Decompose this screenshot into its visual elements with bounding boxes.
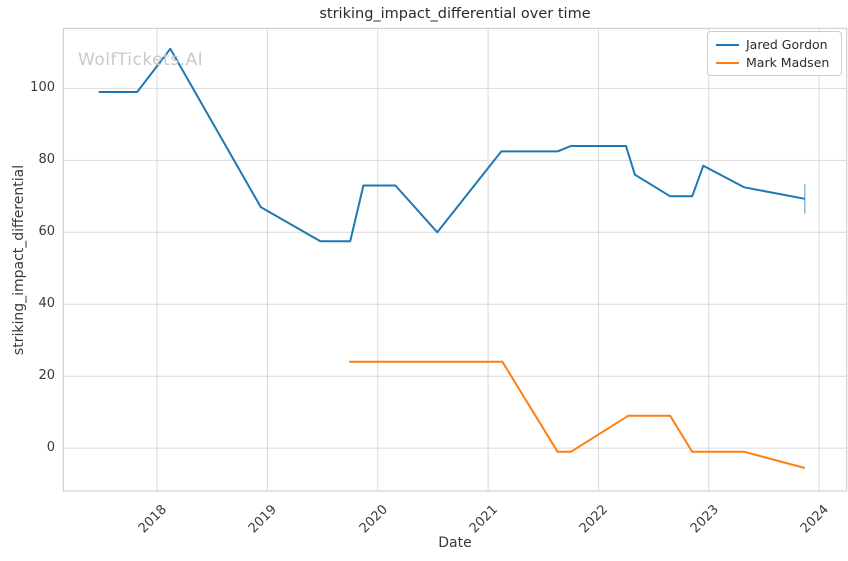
legend-swatch-jared-gordon	[716, 43, 739, 46]
y-tick-label: 40	[38, 296, 55, 312]
y-tick-label: 60	[38, 224, 55, 240]
x-axis-label: Date	[438, 535, 472, 551]
line-jared-gordon	[98, 47, 805, 243]
legend-swatch-mark-madsen	[716, 61, 739, 64]
legend-item-mark-madsen: Mark Madsen	[716, 55, 833, 70]
legend: Jared Gordon Mark Madsen	[707, 31, 842, 76]
line-mark-madsen	[349, 360, 806, 469]
watermark: WolfTickets.AI	[78, 50, 204, 70]
chart-title: striking_impact_differential over time	[319, 6, 591, 22]
legend-label: Mark Madsen	[746, 55, 830, 70]
y-tick-label: 0	[46, 440, 55, 456]
plot-border	[62, 27, 848, 492]
legend-item-jared-gordon: Jared Gordon	[716, 37, 833, 52]
y-tick-label: 80	[38, 152, 55, 168]
y-tick-label: 100	[30, 80, 55, 96]
y-tick-label: 20	[38, 368, 55, 384]
y-axis-label: striking_impact_differential	[11, 164, 27, 356]
legend-label: Jared Gordon	[746, 37, 828, 52]
